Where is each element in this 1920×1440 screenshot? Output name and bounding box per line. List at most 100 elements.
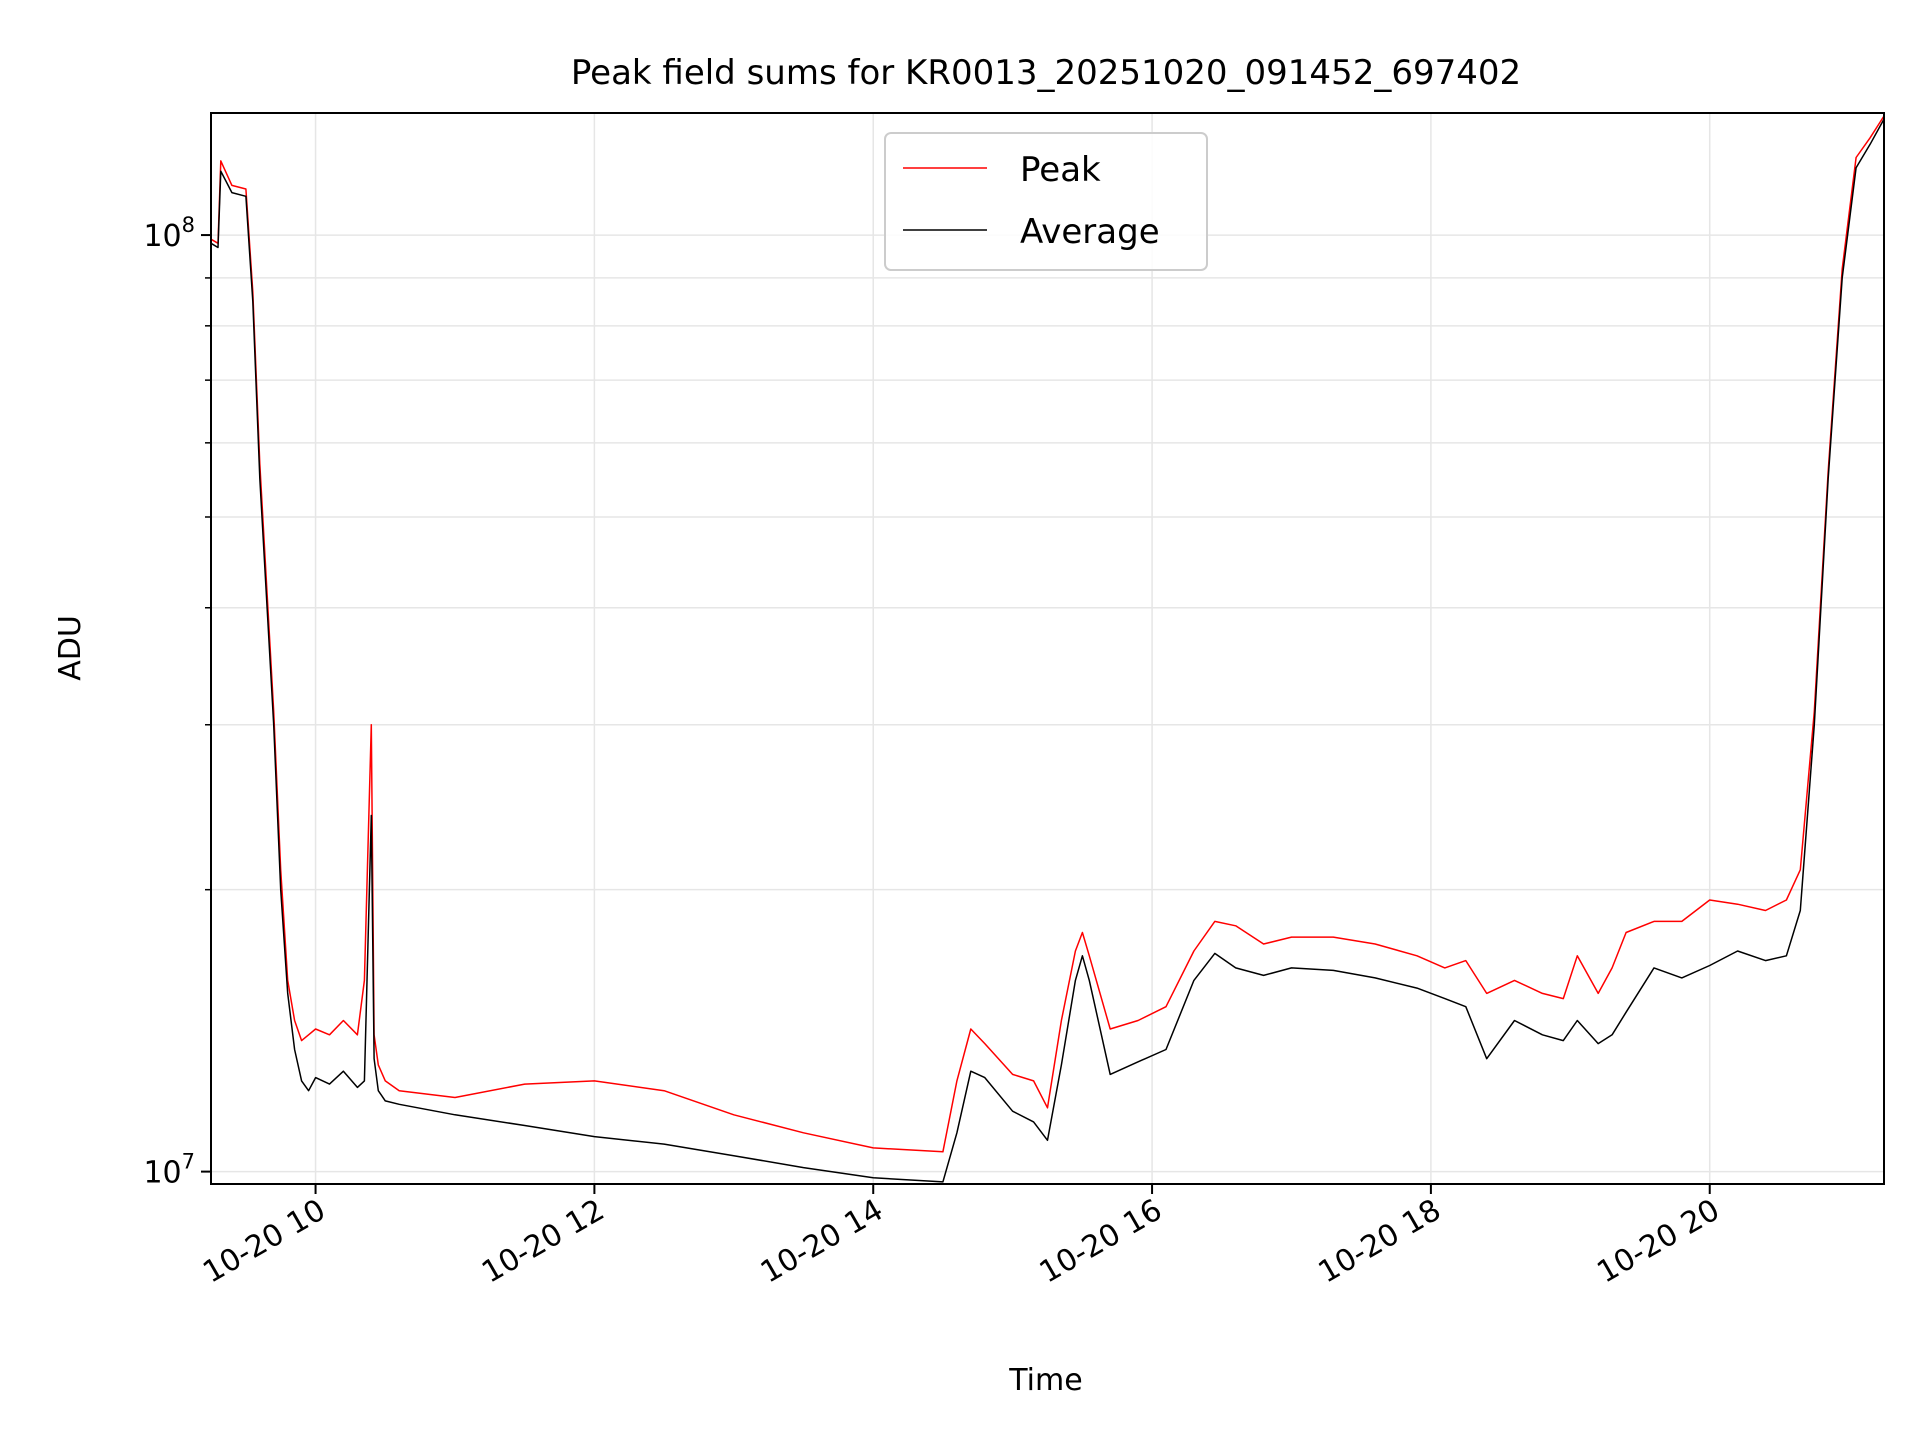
y-tick-label-base: 10 (143, 219, 181, 254)
data-point-peak (1214, 920, 1216, 922)
data-point-peak (356, 1034, 358, 1036)
data-point-average (1060, 1064, 1062, 1066)
data-point-average (1444, 998, 1446, 1000)
data-point-average (217, 247, 219, 249)
data-point-peak (1765, 910, 1767, 912)
data-point-peak (1709, 899, 1711, 901)
data-point-peak (1486, 992, 1488, 994)
data-point-peak (384, 1080, 386, 1082)
data-point-average (273, 724, 275, 726)
data-point-average (308, 1090, 310, 1092)
data-point-average (1486, 1058, 1488, 1060)
data-point-peak (308, 1034, 310, 1036)
data-point-peak (1653, 920, 1655, 922)
data-point-average (287, 992, 289, 994)
data-point-average (329, 1083, 331, 1085)
data-point-average (593, 1136, 595, 1138)
legend-label-peak: Peak (1020, 150, 1101, 190)
data-point-average (872, 1177, 874, 1179)
y-tick-label: 107 (143, 1150, 195, 1191)
data-point-average (1081, 955, 1083, 957)
data-point-peak (1416, 955, 1418, 957)
data-point-average (1214, 952, 1216, 954)
data-point-average (1653, 967, 1655, 969)
data-point-peak (524, 1083, 526, 1085)
data-point-peak (984, 1043, 986, 1045)
y-tick-label-base: 10 (143, 1156, 181, 1191)
data-point-peak (1562, 998, 1564, 1000)
plot-series (210, 115, 1885, 1183)
data-point-average (220, 170, 222, 172)
data-point-peak (363, 979, 365, 981)
data-point-average (1235, 967, 1237, 969)
data-point-average (1074, 979, 1076, 981)
data-point-peak (1165, 1006, 1167, 1008)
data-point-average (1709, 965, 1711, 967)
data-point-peak (377, 1064, 379, 1066)
data-point-peak (1081, 932, 1083, 934)
data-point-average (398, 1103, 400, 1105)
data-point-average (524, 1125, 526, 1127)
data-point-peak (231, 184, 233, 186)
data-point-peak (1465, 960, 1467, 962)
data-point-average (1562, 1040, 1564, 1042)
data-point-peak (1012, 1073, 1014, 1075)
data-point-peak (454, 1097, 456, 1099)
data-point-peak (220, 160, 222, 162)
data-point-average (1012, 1110, 1014, 1112)
data-point-average (1611, 1034, 1613, 1036)
data-point-peak (1514, 979, 1516, 981)
data-point-peak (1785, 899, 1787, 901)
data-point-peak (1332, 936, 1334, 938)
data-point-average (370, 815, 372, 817)
data-point-peak (1047, 1107, 1049, 1109)
data-point-average (252, 300, 254, 302)
series-line-peak (210, 115, 1885, 1153)
data-point-peak (315, 1028, 317, 1030)
data-point-average (315, 1077, 317, 1079)
data-point-average (1576, 1020, 1578, 1022)
data-point-peak (956, 1080, 958, 1082)
data-point-peak (294, 1020, 296, 1022)
data-point-peak (342, 1020, 344, 1022)
data-point-average (377, 1090, 379, 1092)
data-point-peak (1444, 967, 1446, 969)
data-point-peak (370, 724, 372, 726)
data-point-peak (1869, 137, 1871, 139)
data-point-average (1541, 1034, 1543, 1036)
data-point-average (1681, 977, 1683, 979)
data-point-peak (1799, 869, 1801, 871)
data-point-peak (1681, 920, 1683, 922)
data-point-average (1514, 1020, 1516, 1022)
data-point-average (1193, 979, 1195, 981)
data-point-average (231, 192, 233, 194)
data-point-average (1597, 1043, 1599, 1045)
data-point-average (663, 1143, 665, 1145)
data-point-peak (1137, 1020, 1139, 1022)
data-point-peak (329, 1034, 331, 1036)
data-point-average (970, 1070, 972, 1072)
data-point-average (356, 1086, 358, 1088)
data-point-average (1416, 987, 1418, 989)
data-point-peak (1263, 943, 1265, 945)
data-point-peak (1109, 1028, 1111, 1030)
data-point-average (259, 477, 261, 479)
data-point-peak (245, 188, 247, 190)
chart-title: Peak field sums for KR0013_20251020_0914… (571, 53, 1521, 93)
data-point-peak (970, 1028, 972, 1030)
data-point-average (1047, 1139, 1049, 1141)
data-point-average (956, 1132, 958, 1134)
data-point-average (1332, 969, 1334, 971)
data-point-peak (398, 1090, 400, 1092)
data-point-peak (1576, 955, 1578, 957)
data-point-average (1137, 1061, 1139, 1063)
data-point-peak (593, 1080, 595, 1082)
data-point-peak (1235, 925, 1237, 927)
data-point-peak (1374, 943, 1376, 945)
data-point-average (1374, 977, 1376, 979)
data-point-peak (1074, 950, 1076, 952)
data-point-average (1625, 1011, 1627, 1013)
data-point-peak (733, 1114, 735, 1116)
